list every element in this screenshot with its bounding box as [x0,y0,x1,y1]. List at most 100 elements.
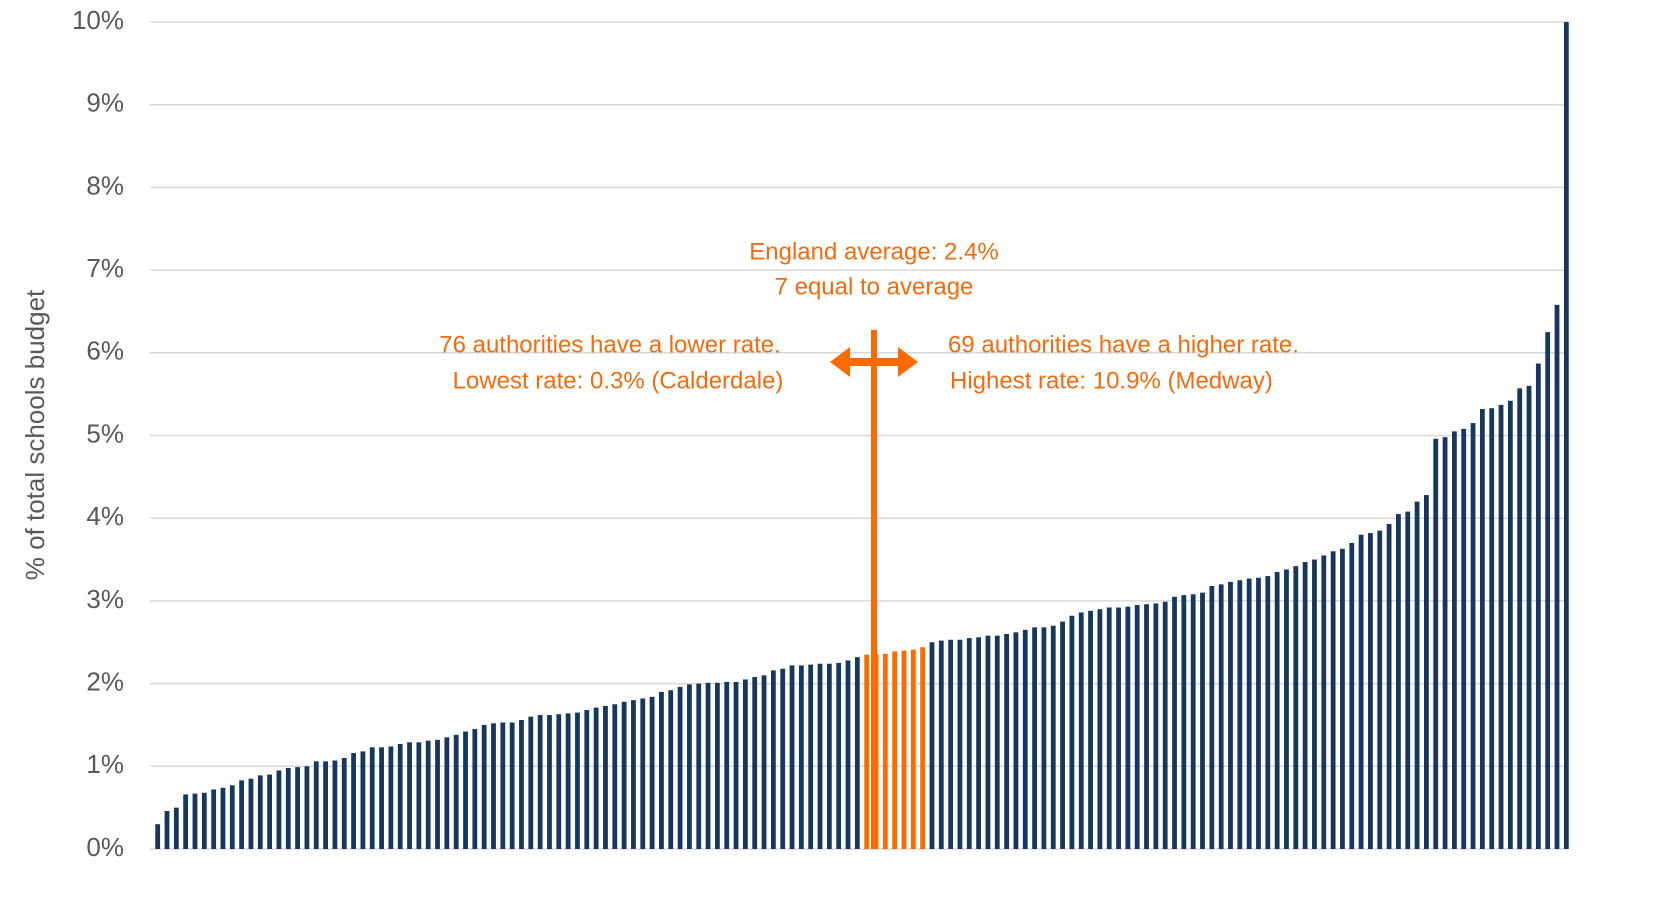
bar [1386,523,1392,849]
bar [659,691,664,849]
grid [150,21,1568,850]
bar [491,723,496,849]
bar [1405,511,1411,849]
bar [220,787,226,849]
bar [1526,385,1532,849]
bar [1517,388,1523,849]
bar [257,775,263,849]
bar [229,785,235,849]
annotation: 76 authorities have a lower rate. [439,331,781,358]
bar [1554,304,1560,849]
bar [435,739,440,849]
bar [1022,629,1028,849]
bar [155,824,161,849]
bar [341,758,347,849]
bar [1489,408,1495,849]
bar [388,746,394,849]
bar [481,724,487,849]
bar [1218,584,1224,849]
bar [1451,431,1457,849]
bar [1032,627,1037,849]
bar [1479,409,1485,849]
bar [780,668,786,849]
bar [1302,562,1308,849]
bar [808,664,814,849]
bar [276,770,282,849]
bar [1246,578,1252,849]
bar [565,713,571,849]
bar [1116,607,1121,849]
bar [1442,437,1448,849]
bar [1050,625,1056,849]
bar [920,647,926,849]
bar [845,660,851,849]
bar [1088,610,1093,849]
bar [976,637,982,849]
bar [1461,428,1467,849]
bar [1125,606,1131,849]
bar [1209,586,1215,849]
bar [910,649,916,849]
bar [1358,534,1364,849]
annotation: 69 authorities have a higher rate. [948,331,1299,358]
bar [1563,22,1569,849]
bar [472,729,478,849]
bar [733,681,739,849]
bar [575,712,580,849]
bar [351,753,356,849]
bar [1153,603,1159,849]
bar [985,635,991,849]
bar [1424,495,1429,849]
bar [631,700,636,849]
bar [1321,555,1327,849]
bar [892,651,898,849]
bar [379,747,384,849]
bar [1144,604,1149,849]
bar [724,681,730,849]
bar [1535,363,1541,849]
bar [603,705,608,849]
bar [1256,577,1261,849]
bar [1349,543,1355,849]
bar [994,635,1000,849]
y-tick-label: 1% [86,749,124,779]
bar [192,793,198,849]
y-tick-label: 10% [72,5,124,35]
annotation: Highest rate: 10.9% (Medway) [950,367,1273,394]
bar [696,683,702,849]
bar [649,696,655,849]
bar [715,682,720,849]
bar [1265,576,1271,849]
bar [1134,605,1140,849]
bar [183,794,189,849]
bar [621,701,627,849]
bar [369,747,375,849]
bar [1069,615,1075,849]
bar [500,722,506,849]
bar [882,653,888,849]
bar [593,707,599,849]
bars [155,22,1569,849]
bar [957,639,963,849]
y-tick-label: 2% [86,666,124,696]
bar [164,810,170,849]
bar [1190,594,1196,849]
arrow-right [898,347,918,377]
bar [360,751,366,849]
bar [1162,601,1168,849]
bar [453,734,459,849]
bar [1200,592,1205,849]
bar [948,639,954,849]
bar [1433,438,1439,849]
bar [761,675,767,849]
bar [1377,530,1383,849]
bar [239,780,245,849]
bar [789,665,795,849]
annotation: 7 equal to average [775,273,974,300]
bar [677,686,683,849]
y-tick-label: 8% [86,170,124,200]
bar [1274,571,1280,849]
bar [407,742,412,849]
bar [1237,580,1243,849]
